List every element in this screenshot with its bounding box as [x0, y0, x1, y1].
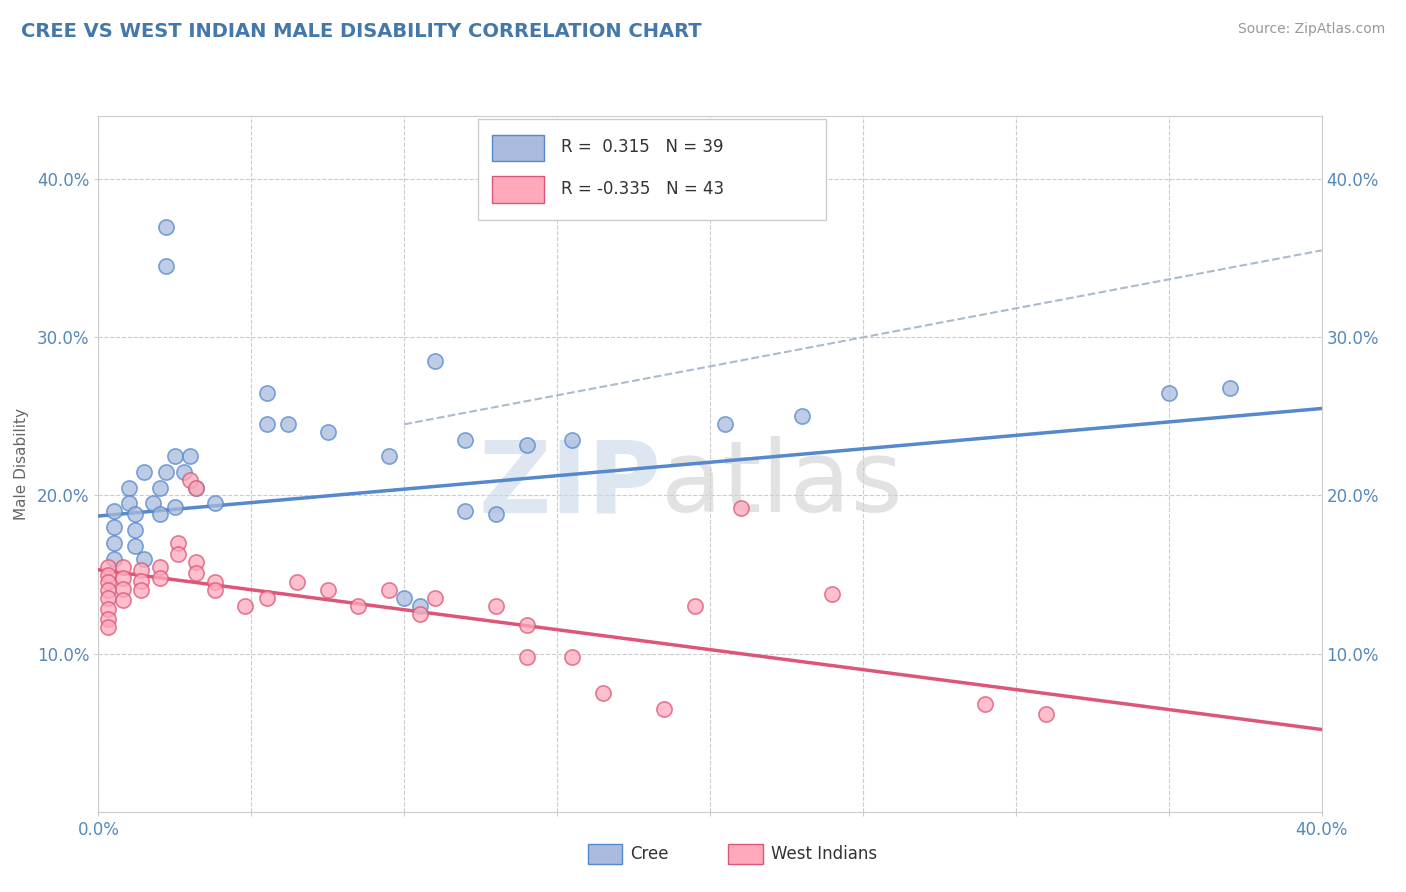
Point	[186, 555, 208, 569]
Point	[204, 575, 226, 590]
Point	[155, 465, 177, 479]
Point	[149, 481, 172, 495]
Point	[204, 583, 226, 598]
Point	[97, 583, 120, 598]
Point	[186, 481, 208, 495]
Point	[256, 417, 278, 432]
Point	[423, 591, 446, 606]
Point	[97, 612, 120, 626]
FancyBboxPatch shape	[478, 120, 827, 220]
Point	[408, 599, 430, 614]
Point	[233, 599, 256, 614]
Point	[129, 583, 152, 598]
Point	[790, 409, 813, 424]
Point	[256, 591, 278, 606]
Point	[103, 520, 125, 534]
Point	[155, 219, 177, 234]
Point	[561, 649, 583, 664]
Point	[454, 504, 477, 518]
Point	[124, 508, 146, 522]
Text: ZIP: ZIP	[478, 436, 661, 533]
Point	[204, 496, 226, 510]
Point	[179, 449, 201, 463]
Point	[378, 583, 401, 598]
Text: CREE VS WEST INDIAN MALE DISABILITY CORRELATION CHART: CREE VS WEST INDIAN MALE DISABILITY CORR…	[21, 22, 702, 41]
Point	[561, 433, 583, 447]
Point	[97, 559, 120, 574]
Point	[821, 586, 844, 600]
Point	[485, 508, 508, 522]
Point	[163, 449, 186, 463]
Point	[111, 582, 134, 596]
Point	[347, 599, 370, 614]
Point	[392, 591, 416, 606]
Point	[118, 496, 141, 510]
Point	[974, 697, 997, 711]
Point	[124, 523, 146, 537]
Point	[155, 259, 177, 273]
Point	[516, 618, 538, 632]
Bar	[728, 845, 762, 863]
Point	[103, 551, 125, 566]
Point	[149, 508, 172, 522]
Text: atlas: atlas	[661, 436, 903, 533]
Point	[186, 481, 208, 495]
Point	[97, 620, 120, 634]
Point	[118, 481, 141, 495]
Point	[516, 649, 538, 664]
Point	[316, 583, 339, 598]
Point	[97, 602, 120, 616]
Point	[111, 571, 134, 585]
Point	[683, 599, 706, 614]
Text: R = -0.335   N = 43: R = -0.335 N = 43	[561, 180, 724, 198]
Point	[103, 504, 125, 518]
Bar	[492, 135, 544, 161]
Text: R =  0.315   N = 39: R = 0.315 N = 39	[561, 138, 723, 156]
Point	[714, 417, 737, 432]
Text: Source: ZipAtlas.com: Source: ZipAtlas.com	[1237, 22, 1385, 37]
Point	[134, 551, 156, 566]
Point	[423, 354, 446, 368]
Point	[408, 607, 430, 621]
Point	[173, 465, 195, 479]
Point	[111, 559, 134, 574]
Point	[149, 559, 172, 574]
Point	[167, 547, 190, 561]
Point	[316, 425, 339, 440]
Bar	[492, 177, 544, 203]
Point	[111, 592, 134, 607]
Point	[149, 571, 172, 585]
Point	[103, 536, 125, 550]
Point	[129, 563, 152, 577]
Point	[142, 496, 165, 510]
Point	[186, 566, 208, 580]
Point	[124, 539, 146, 553]
Point	[1157, 385, 1180, 400]
Point	[277, 417, 299, 432]
Point	[378, 449, 401, 463]
Point	[163, 500, 186, 514]
Point	[1035, 706, 1057, 721]
Text: Cree: Cree	[630, 845, 669, 863]
Point	[134, 465, 156, 479]
Point	[592, 686, 614, 700]
Point	[97, 591, 120, 606]
Point	[730, 501, 752, 516]
Point	[454, 433, 477, 447]
Point	[652, 702, 675, 716]
Point	[179, 473, 201, 487]
Bar	[588, 845, 621, 863]
Point	[256, 385, 278, 400]
Point	[129, 574, 152, 588]
Point	[97, 575, 120, 590]
Point	[97, 567, 120, 582]
Point	[285, 575, 308, 590]
Point	[167, 536, 190, 550]
Y-axis label: Male Disability: Male Disability	[14, 408, 28, 520]
Point	[516, 438, 538, 452]
Point	[485, 599, 508, 614]
Text: West Indians: West Indians	[772, 845, 877, 863]
Point	[1219, 381, 1241, 395]
